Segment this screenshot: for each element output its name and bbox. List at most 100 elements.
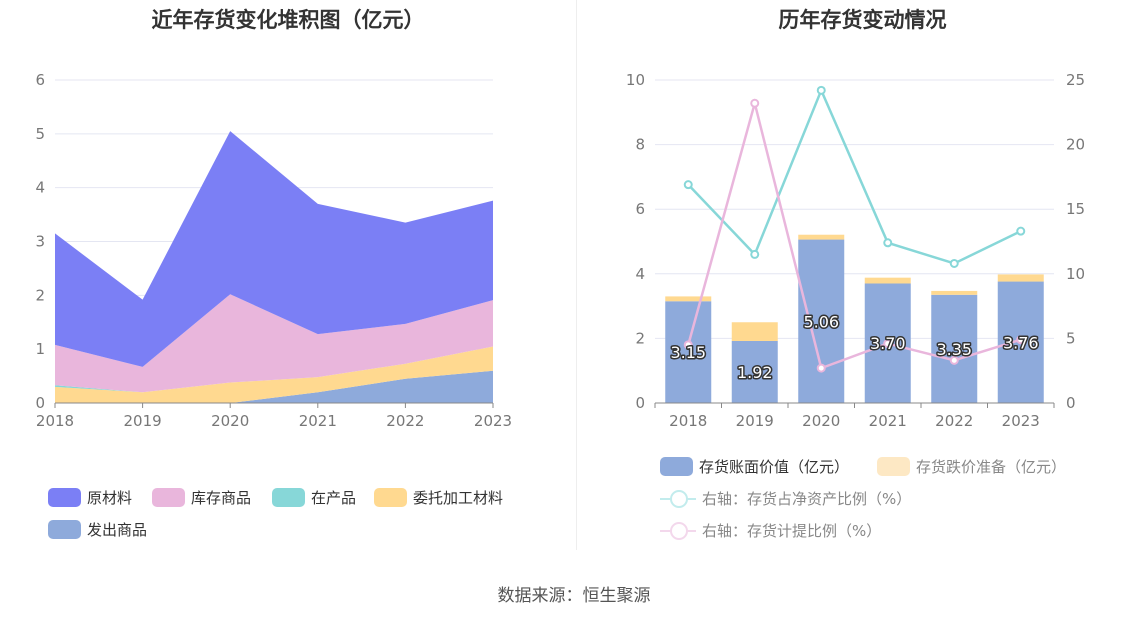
- right-chart-title: 历年存货变动情况: [778, 8, 947, 32]
- x-tick-label: 2019: [736, 412, 774, 430]
- y-right-tick-label: 0: [1066, 394, 1076, 412]
- line-point: [1016, 226, 1026, 236]
- left-chart-title: 近年存货变化堆积图（亿元）: [151, 8, 425, 32]
- x-tick-label: 2019: [124, 412, 162, 430]
- legend-swatch: [374, 488, 407, 507]
- bar-data-label: 3.15: [670, 343, 706, 362]
- bar-book-value: [665, 301, 712, 403]
- y-left-tick-label: 0: [635, 394, 645, 412]
- bar-impairment: [665, 296, 712, 302]
- legend-label: 存货跌价准备（亿元）: [916, 458, 1067, 476]
- line-series: [687, 87, 1022, 265]
- bar-data-label: 1.92: [737, 363, 773, 382]
- legend-item-impairment-provision[interactable]: 存货跌价准备（亿元）: [877, 456, 1066, 477]
- legend-label: 在产品: [311, 489, 357, 507]
- x-tick-label: 2021: [869, 412, 907, 430]
- legend-label: 存货账面价值（亿元）: [699, 458, 850, 476]
- line-point: [949, 258, 959, 268]
- y-tick-label: 0: [35, 394, 45, 412]
- y-tick-label: 5: [35, 125, 45, 143]
- y-right-tick-label: 5: [1066, 329, 1076, 347]
- bar-book-value: [798, 239, 845, 403]
- legend-swatch: [272, 488, 305, 507]
- x-tick-label: 2018: [669, 412, 707, 430]
- line-point: [1016, 335, 1026, 345]
- bar-impairment: [798, 234, 845, 240]
- bar-line-combo-chart: 0 2 4 6 8 10 0 5 10 15 20 25 2018 2019 2020 2021 2022 202…: [626, 71, 1085, 430]
- line-point: [883, 339, 893, 349]
- x-tick-label: 2022: [935, 412, 973, 430]
- y-tick-label: 4: [35, 179, 45, 197]
- y-tick-label: 1: [35, 340, 45, 358]
- y-right-tick-label: 25: [1066, 71, 1085, 89]
- y-left-tick-label: 10: [626, 71, 645, 89]
- line-series: [687, 98, 1022, 370]
- line-point: [883, 238, 893, 248]
- legend-item-goods-shipped[interactable]: 发出商品: [48, 519, 147, 540]
- y-right-tick-label: 15: [1066, 200, 1085, 218]
- line-point: [750, 98, 760, 108]
- x-tick-label: 2021: [299, 412, 337, 430]
- area-series: [55, 370, 493, 403]
- y-tick-label: 3: [35, 233, 45, 251]
- legend-item-consigned-materials[interactable]: 委托加工材料: [374, 487, 503, 508]
- x-tick-label: 2023: [1002, 412, 1040, 430]
- area-series: [55, 346, 493, 403]
- x-tick-label: 2020: [802, 412, 840, 430]
- y-right-tick-label: 10: [1066, 265, 1085, 283]
- line-point: [683, 180, 693, 190]
- line-point: [949, 355, 959, 365]
- y-tick-label: 6: [35, 71, 45, 89]
- left-chart-panel: 近年存货变化堆积图（亿元） 0 1 2 3 4 5 6 2018 2019 2020 2021 202…: [0, 0, 576, 550]
- legend-label: 发出商品: [87, 521, 148, 539]
- legend-swatch: [152, 488, 185, 507]
- legend-label: 右轴：存货占净资产比例（%）: [702, 490, 912, 508]
- bar-data-label: 5.06: [803, 312, 839, 331]
- bar-data-label: 3.35: [936, 340, 972, 359]
- legend-line-marker: [660, 521, 696, 540]
- legend-item-inventory-net-asset-ratio[interactable]: 右轴：存货占净资产比例（%）: [660, 488, 911, 509]
- legend-line-marker: [660, 489, 696, 508]
- legend-swatch: [660, 457, 693, 476]
- legend-label: 原材料: [87, 489, 133, 507]
- line-point: [816, 85, 826, 95]
- legend-item-finished-goods[interactable]: 库存商品: [152, 487, 251, 508]
- bar-impairment: [931, 290, 978, 295]
- bar-impairment: [997, 274, 1044, 282]
- x-tick-label: 2018: [36, 412, 74, 430]
- data-source-footer: 数据来源：恒生聚源: [497, 586, 651, 606]
- legend-swatch: [877, 457, 910, 476]
- x-tick-label: 2023: [474, 412, 512, 430]
- legend-swatch: [48, 520, 81, 539]
- bar-impairment: [731, 322, 778, 341]
- right-chart-panel: 历年存货变动情况 0 2 4 6 8 10 0 5 10 15 20 25 2018 2019 2020 20…: [577, 0, 1148, 550]
- y-tick-label: 2: [35, 286, 45, 304]
- legend-item-inventory-book-value[interactable]: 存货账面价值（亿元）: [660, 456, 849, 477]
- legend-item-provision-ratio[interactable]: 右轴：存货计提比例（%）: [660, 520, 881, 541]
- legend-item-work-in-progress[interactable]: 在产品: [272, 487, 356, 508]
- y-left-tick-label: 4: [635, 265, 645, 283]
- bar-book-value: [931, 294, 978, 403]
- y-right-tick-label: 20: [1066, 136, 1085, 154]
- legend-swatch: [48, 488, 81, 507]
- panel-divider: [576, 0, 577, 550]
- area-series: [55, 131, 493, 367]
- line-point: [750, 249, 760, 259]
- legend-label: 右轴：存货计提比例（%）: [702, 522, 882, 540]
- line-point: [683, 340, 693, 350]
- x-tick-label: 2020: [211, 412, 249, 430]
- line-point: [816, 363, 826, 373]
- bar-impairment: [864, 277, 911, 284]
- legend-label: 委托加工材料: [413, 489, 504, 507]
- y-left-tick-label: 6: [635, 200, 645, 218]
- bar-book-value: [731, 340, 778, 403]
- legend-item-raw-materials[interactable]: 原材料: [48, 487, 132, 508]
- bar-data-label: 3.70: [870, 334, 906, 353]
- legend-label: 库存商品: [191, 489, 252, 507]
- x-tick-label: 2022: [386, 412, 424, 430]
- y-left-tick-label: 2: [635, 329, 645, 347]
- area-series: [55, 294, 493, 393]
- bar-data-label: 3.76: [1003, 333, 1039, 352]
- stacked-area-chart: 0 1 2 3 4 5 6 2018 2019 2020 2021 2022 2023: [35, 71, 512, 430]
- y-left-tick-label: 8: [635, 136, 645, 154]
